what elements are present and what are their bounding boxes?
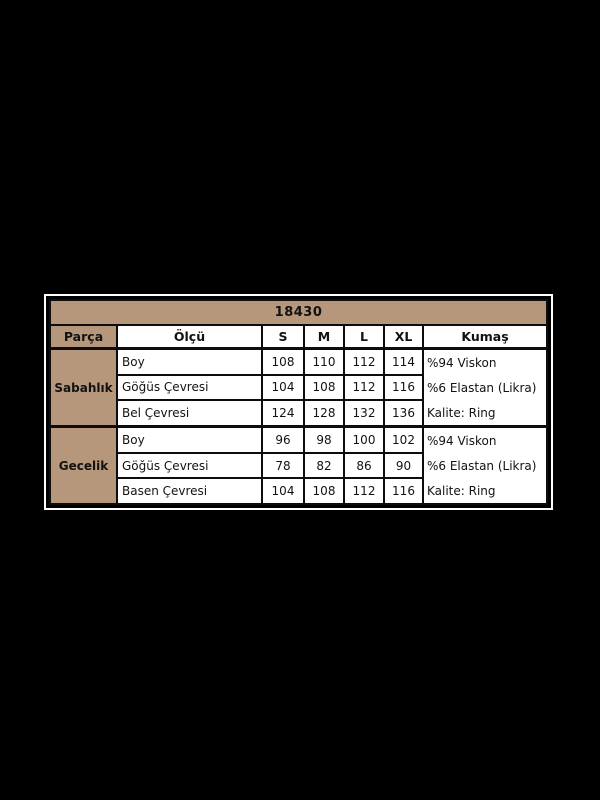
fabric-line: Kalite: Ring — [427, 405, 496, 420]
size-value-s: 104 — [261, 477, 305, 505]
size-value-s: 78 — [261, 451, 305, 480]
measurement-label: Göğüs Çevresi — [116, 373, 263, 402]
product-code-row: 18430 — [48, 299, 549, 326]
size-value-s: 96 — [261, 424, 305, 454]
size-value-l: 112 — [343, 347, 385, 376]
size-value-m: 110 — [303, 347, 345, 376]
column-header-m: M — [303, 324, 345, 350]
measurement-label: Basen Çevresi — [116, 477, 263, 505]
size-value-l: 112 — [343, 477, 385, 505]
measurement-label: Boy — [116, 424, 263, 454]
size-value-xl: 116 — [383, 373, 424, 402]
measurement-label: Bel Çevresi — [116, 399, 263, 428]
size-value-xl: 102 — [383, 424, 424, 454]
size-chart-table: 18430 Parça Ölçü S M L XL Kumaş Sabahlık… — [48, 299, 549, 505]
fabric-line: Kalite: Ring — [427, 483, 496, 498]
fabric-line: %6 Elastan (Likra) — [427, 380, 537, 395]
size-value-xl: 116 — [383, 477, 424, 505]
column-header-xl: XL — [383, 324, 424, 350]
fabric-line: %94 Viskon — [427, 355, 497, 370]
size-value-s: 124 — [261, 399, 305, 428]
size-value-l: 100 — [343, 424, 385, 454]
size-value-m: 128 — [303, 399, 345, 428]
column-header-kumas: Kumaş — [421, 324, 549, 350]
size-value-m: 82 — [303, 451, 345, 480]
table-row: Gecelik Boy 96 98 100 102 %94 Viskon %6 … — [49, 424, 549, 505]
size-value-xl: 90 — [383, 451, 424, 480]
size-value-m: 108 — [303, 373, 345, 402]
table-row: Sabahlık Boy 108 110 112 114 %94 Viskon … — [49, 347, 549, 428]
fabric-line: %6 Elastan (Likra) — [427, 458, 537, 473]
product-code: 18430 — [48, 299, 549, 326]
column-header-row: Parça Ölçü S M L XL Kumaş — [49, 324, 549, 350]
table-row: Göğüs Çevresi 78 82 86 90 — [50, 451, 547, 480]
measurement-label: Göğüs Çevresi — [116, 451, 263, 480]
table-row: Basen Çevresi 104 108 112 116 — [50, 477, 547, 505]
group-header-sabahlik: Sabahlık — [49, 347, 118, 428]
column-header-s: S — [261, 324, 305, 350]
size-value-l: 86 — [343, 451, 385, 480]
table-row: Göğüs Çevresi 104 108 112 116 — [50, 373, 547, 402]
measurement-label: Boy — [116, 347, 263, 376]
fabric-info-gecelik: %94 Viskon %6 Elastan (Likra) Kalite: Ri… — [421, 425, 549, 505]
size-value-m: 98 — [303, 424, 345, 454]
fabric-info-sabahlik: %94 Viskon %6 Elastan (Likra) Kalite: Ri… — [421, 347, 549, 428]
size-value-l: 132 — [343, 399, 385, 428]
fabric-line: %94 Viskon — [427, 433, 497, 448]
size-value-xl: 136 — [383, 399, 424, 428]
size-value-l: 112 — [343, 373, 385, 402]
size-value-m: 108 — [303, 477, 345, 505]
group-header-gecelik: Gecelik — [49, 425, 118, 505]
table-row: Bel Çevresi 124 128 132 136 — [50, 399, 547, 428]
size-chart-frame: 18430 Parça Ölçü S M L XL Kumaş Sabahlık… — [44, 294, 554, 510]
size-value-s: 108 — [261, 347, 305, 376]
size-value-xl: 114 — [383, 347, 424, 376]
column-header-olcu: Ölçü — [116, 324, 263, 350]
column-header-l: L — [343, 324, 385, 350]
column-header-parca: Parça — [49, 324, 118, 350]
size-value-s: 104 — [261, 373, 305, 402]
